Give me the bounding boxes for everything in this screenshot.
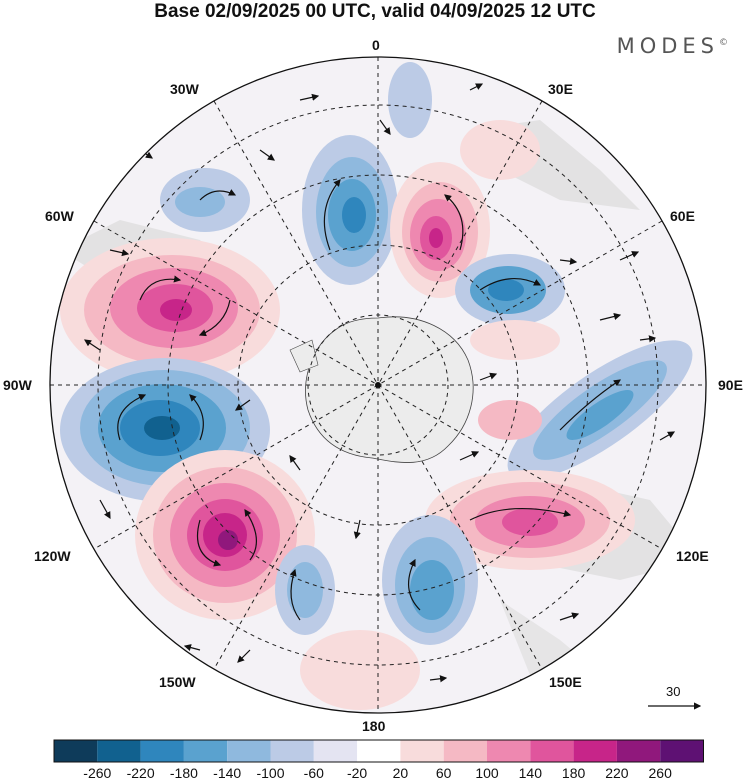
lon-label-90e: 90E [718,377,743,393]
brand-name: MODES [616,34,719,58]
map-title: Base 02/09/2025 00 UTC, valid 04/09/2025… [154,1,596,22]
colorbar-bin [97,740,141,762]
antarctica-landmass [305,316,474,463]
colorbar-tick: -20 [346,765,368,781]
colorbar-tick: 220 [605,765,629,781]
anomaly-field [50,57,706,713]
colorbar-tick: -60 [303,765,324,781]
lon-label-0: 0 [372,37,380,53]
lon-label-60w: 60W [45,208,74,224]
lon-label-90w: 90W [3,377,32,393]
lon-label-180: 180 [362,718,386,734]
high-anomaly-southeast [425,470,635,570]
lon-label-120w: 120W [34,548,71,564]
colorbar-bin [227,740,271,762]
colorbar-tick: -100 [256,765,285,781]
low-anomaly-south [382,515,478,645]
colorbar-bin [443,740,487,762]
map-border [49,56,707,714]
pole-marker [375,382,381,388]
lon-label-30w: 30W [170,81,199,97]
lon-label-30e: 30E [548,81,573,97]
wind-vectors [84,83,676,683]
high-anomaly-north [390,162,490,298]
colorbar-tick: 180 [561,765,586,781]
lon-label-120e: 120E [676,548,709,564]
colorbar-bin [140,740,184,762]
colorbar-bin [400,740,444,762]
colorbar-bin [183,740,228,762]
lon-label-60e: 60E [670,208,695,224]
colorbar-tick: 60 [435,765,452,781]
lon-label-150e: 150E [549,674,582,690]
colorbar-bin [357,740,401,762]
colorbar-bin [573,740,617,762]
low-anomaly-northeast [455,254,565,326]
colorbar [53,739,704,763]
brand-mark: © [719,38,728,48]
lon-label-150w: 150W [159,674,196,690]
low-anomaly-south-small [275,545,335,635]
colorbar-tick: 20 [392,765,409,781]
colorbar-tick: -260 [83,765,112,781]
colorbar-bin [54,740,98,762]
reference-vector-label: 30 [666,684,681,699]
colorbar-tick: -220 [126,765,155,781]
colorbar-bin [487,740,531,762]
low-anomaly-north [302,135,398,285]
colorbar-tick: -140 [213,765,242,781]
colorbar-tick: 140 [518,765,542,781]
high-anomaly-west [60,238,280,382]
high-anomaly-southwest [135,450,315,620]
colorbar-tick: 100 [475,765,499,781]
brand-logo: MODES© [617,34,728,58]
low-anomaly-west [60,358,270,502]
colorbar-bin [270,740,314,762]
colorbar-bin [660,740,704,762]
colorbar-bin [616,740,661,762]
colorbar-tick: 260 [648,765,672,781]
colorbar-bin [530,740,574,762]
colorbar-bin [313,740,358,762]
colorbar-tick: -180 [169,765,198,781]
